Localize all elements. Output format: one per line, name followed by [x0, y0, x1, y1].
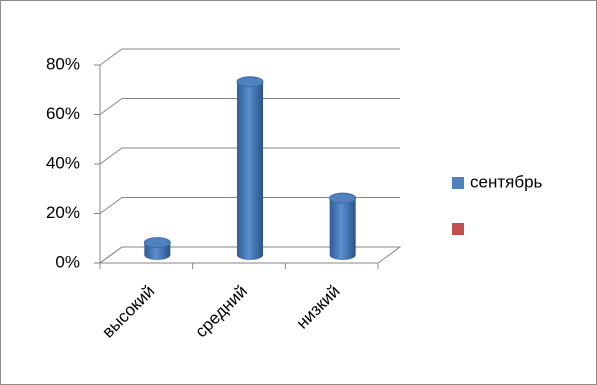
- bar: [236, 76, 264, 260]
- y-tick-label: 40%: [46, 153, 80, 172]
- grid-line: [99, 98, 400, 115]
- grid-line: [99, 246, 400, 264]
- bar: [329, 192, 357, 260]
- y-tick-label: 60%: [46, 104, 80, 123]
- y-tick-label: 80%: [46, 54, 80, 73]
- bar-part: [329, 198, 356, 260]
- grid-line: [99, 48, 400, 66]
- bar-part: [237, 81, 263, 260]
- bar-part: [143, 237, 171, 249]
- bar-part: [236, 76, 264, 88]
- grid-line: [99, 197, 400, 214]
- grid-line: [99, 147, 400, 165]
- bar: [143, 237, 171, 260]
- y-tick-label: 20%: [46, 203, 80, 222]
- legend-swatch: [452, 223, 464, 235]
- y-tick-label: 0%: [55, 252, 80, 271]
- bar-part: [329, 192, 357, 204]
- legend-swatch: [452, 177, 464, 189]
- legend-label: сентябрь: [470, 172, 543, 191]
